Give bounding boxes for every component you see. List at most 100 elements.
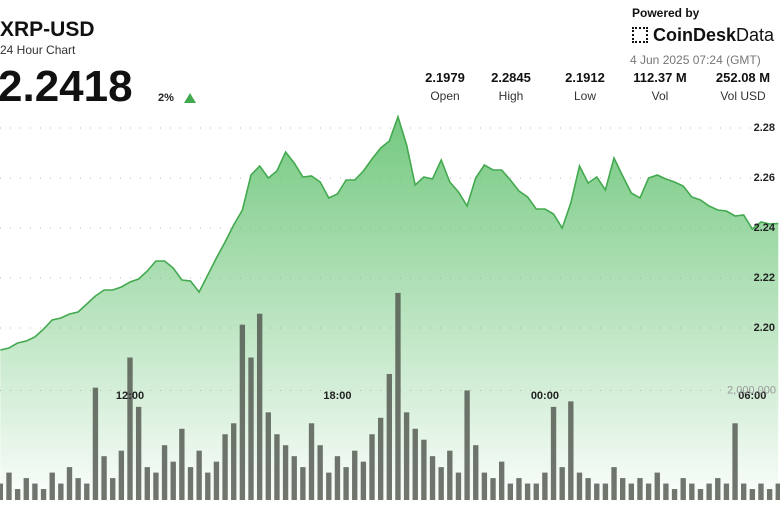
stat-label: High (498, 89, 524, 103)
volume-bar (706, 483, 712, 500)
volume-bar (282, 445, 289, 500)
volume-bar (161, 445, 168, 500)
volume-bar (256, 313, 263, 500)
volume-bar (421, 439, 427, 500)
x-tick-label: 18:00 (323, 390, 351, 402)
volume-bar (127, 357, 133, 500)
y-tick-label: 2.28 (754, 122, 775, 134)
volume-bar (576, 472, 583, 500)
volume-bar (438, 467, 444, 500)
stat: 2.1912 Low (545, 70, 625, 103)
volume-bar (274, 434, 280, 500)
volume-bar (481, 472, 488, 500)
volume-bar (680, 478, 686, 500)
volume-bar (369, 434, 375, 500)
stat: 252.08 M Vol USD (703, 70, 780, 103)
volume-bar (723, 483, 730, 500)
volume-bar (585, 478, 591, 500)
volume-bar (386, 373, 392, 500)
volume-bar (775, 483, 780, 500)
powered-by: Powered by (632, 6, 700, 20)
stat: 112.37 M Vol (620, 70, 700, 103)
volume-bar (6, 472, 12, 500)
volume-bar (153, 472, 159, 500)
volume-bar (101, 456, 107, 500)
volume-bar (144, 467, 150, 500)
volume-bar (766, 489, 773, 500)
volume-bar (84, 483, 90, 500)
volume-bar (14, 489, 21, 500)
volume-bar (395, 292, 401, 500)
stat: 2.2845 High (471, 70, 551, 103)
volume-bar (58, 483, 64, 500)
volume-bar (334, 456, 341, 500)
volume-bar (620, 478, 626, 500)
volume-bar (663, 483, 669, 500)
volume-bar (92, 387, 99, 500)
volume-bar (40, 489, 47, 500)
volume-bar (32, 483, 38, 500)
volume-bar (602, 483, 609, 500)
volume-bar (291, 456, 297, 500)
stat-value: 2.1912 (565, 70, 605, 85)
stat-value: 2.1979 (425, 70, 465, 85)
volume-bar (317, 445, 323, 500)
y2-tick-label: 2,000,000 (727, 384, 776, 396)
volume-bar (326, 472, 332, 500)
volume-bar (0, 483, 4, 500)
volume-bar (66, 467, 73, 500)
volume-bar (732, 423, 738, 500)
volume-bar (758, 483, 764, 500)
volume-bar (300, 467, 306, 500)
stat-value: 252.08 M (715, 70, 771, 85)
volume-bar (516, 478, 522, 500)
area-fill (0, 116, 779, 504)
volume-bar (654, 472, 660, 500)
volume-bar (645, 483, 652, 500)
change: 2% (158, 92, 174, 104)
volume-bar (671, 489, 678, 500)
stat-label: Vol USD (720, 89, 766, 103)
volume-bar (464, 390, 470, 500)
volume-bar (741, 483, 747, 500)
volume-bar (352, 450, 358, 500)
stat-label: Vol (651, 89, 669, 103)
volume-bar (611, 467, 617, 500)
volume-bar (222, 434, 228, 500)
x-tick-label: 06:00 (738, 390, 766, 402)
volume-bar (377, 417, 384, 500)
volume-bar (524, 483, 531, 500)
volume-bar (749, 489, 756, 500)
y-tick-label: 2.24 (754, 222, 776, 234)
volume-bar (308, 423, 315, 500)
volume-bar (429, 456, 436, 500)
price: 2.2418 (0, 62, 133, 111)
volume-bar (715, 478, 721, 500)
x-tick-label: 12:00 (116, 390, 144, 402)
volume-bar (447, 450, 453, 500)
stat: 2.1979 Open (405, 70, 485, 103)
subtitle: 24 Hour Chart (0, 43, 76, 57)
volume-bar (412, 428, 418, 500)
volume-bar (248, 357, 254, 500)
volume-bar (135, 406, 142, 500)
volume-bar (118, 450, 125, 500)
stat-label: Open (430, 89, 460, 103)
volume-bar (542, 472, 548, 500)
volume-bar (473, 445, 479, 500)
volume-bar (75, 478, 81, 500)
volume-bar (490, 478, 496, 500)
volume-bar (568, 401, 574, 500)
volume-bar (205, 472, 211, 500)
volume-bar (179, 428, 185, 500)
volume-bar (360, 461, 367, 500)
volume-bar (697, 489, 704, 500)
stat-value: 2.2845 (491, 70, 531, 85)
stat-value: 112.37 M (633, 70, 687, 85)
up-arrow (184, 93, 196, 103)
symbol: XRP-USD (0, 18, 95, 41)
volume-bar (49, 472, 55, 500)
volume-bar (403, 412, 410, 500)
volume-bar (498, 461, 505, 500)
